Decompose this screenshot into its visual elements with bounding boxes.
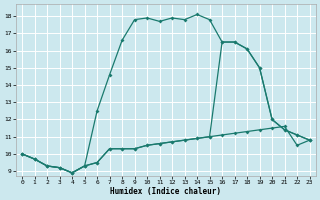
- X-axis label: Humidex (Indice chaleur): Humidex (Indice chaleur): [110, 187, 221, 196]
